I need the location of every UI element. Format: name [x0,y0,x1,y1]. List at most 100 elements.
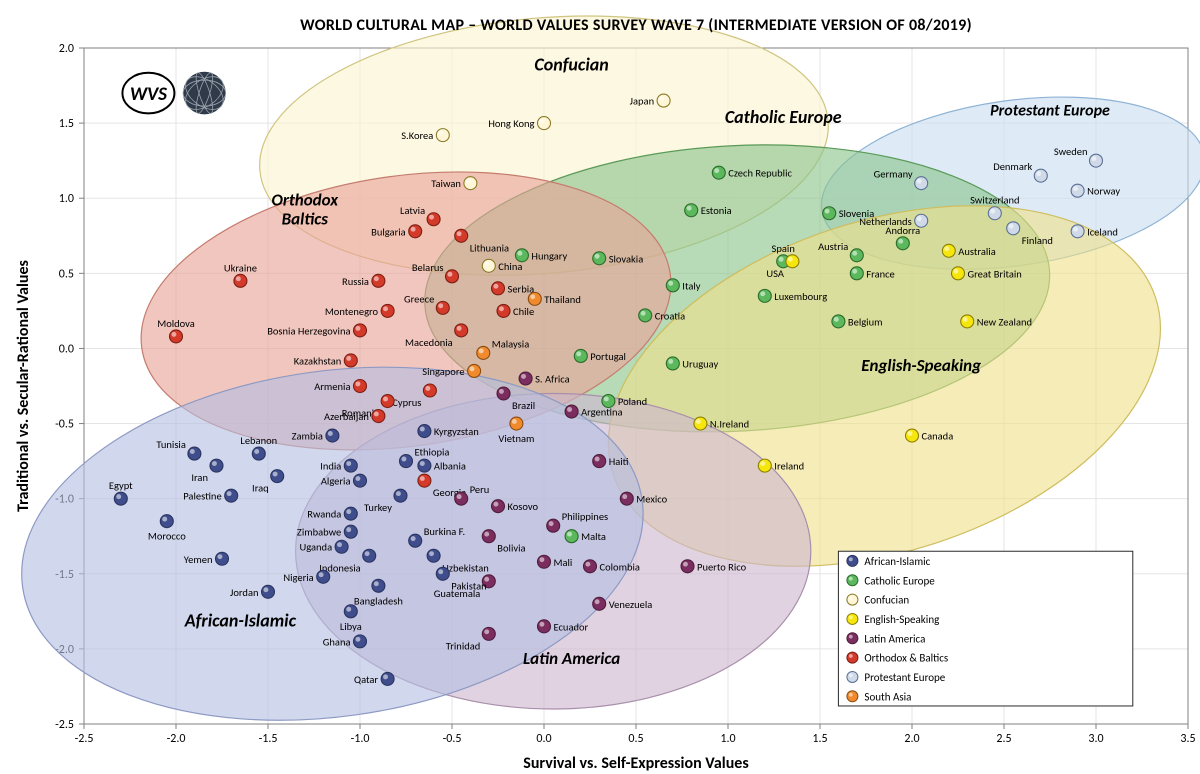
country-label: Turkey [364,501,392,514]
country-label: Zambia [292,430,323,443]
country-label: S.Korea [401,129,433,142]
country-label: USA [766,267,784,280]
svg-text:Latin America: Latin America [864,632,925,645]
svg-text:0.5: 0.5 [628,732,643,746]
country-label: Slovakia [609,252,644,265]
country-label: Chile [513,305,534,318]
country-label: Peru [470,483,490,496]
country-label: Kyrgyzstan [434,425,479,438]
country-label: France [866,267,894,280]
country-label: Libya [340,620,362,633]
country-label: Croatia [655,309,685,322]
svg-text:1.5: 1.5 [812,732,827,746]
svg-text:2.0: 2.0 [59,42,74,56]
country-label: Slovenia [839,207,875,220]
country-label: Great Britain [968,267,1022,280]
country-label: Luxembourg [774,290,827,303]
country-label: Bangladesh [354,594,403,607]
country-label: Qatar [354,673,378,686]
svg-text:-2.0: -2.0 [167,732,186,746]
country-label: Nigeria [283,571,313,584]
country-label: Italy [682,279,700,292]
country-label: Cyprus [392,396,421,409]
svg-text:1.0: 1.0 [720,732,735,746]
country-label: Uruguay [682,357,718,370]
svg-text:3.5: 3.5 [1180,732,1195,746]
country-label: Argentina [581,406,623,419]
country-label: Mexico [636,493,667,506]
country-label: Pakistan [451,579,486,592]
svg-text:African-Islamic: African-Islamic [864,555,930,568]
country-label: Albania [434,460,466,473]
country-label: N.Ireland [710,418,749,431]
country-label: Singapore [422,365,464,378]
country-label: Armenia [314,380,350,393]
country-label: Lebanon [240,434,277,447]
country-label: New Zealand [977,315,1032,328]
country-label: Iraq [252,482,269,495]
country-label: Hong Kong [488,117,534,130]
country-label: Latvia [400,204,425,217]
country-label: Moldova [157,317,195,330]
y-axis-title: Traditional vs. Secular-Rational Values [14,260,33,512]
svg-text:South Asia: South Asia [864,690,911,703]
country-label: Russia [342,275,369,288]
country-label: Haiti [609,455,629,468]
country-label: Bolivia [497,542,525,555]
country-label: Uganda [300,541,333,554]
country-label: Ecuador [554,620,589,633]
country-label: Jordan [230,586,258,599]
country-label: Portugal [590,350,626,363]
svg-text:Baltics: Baltics [282,209,329,230]
country-label: Denmark [993,160,1032,173]
svg-text:English-Speaking: English-Speaking [864,613,939,626]
svg-text:2.5: 2.5 [996,732,1011,746]
svg-text:-2.5: -2.5 [55,718,74,732]
country-label: Palestine [183,490,221,503]
country-label: Vietnam [498,432,534,445]
country-label: China [498,260,522,273]
country-label: Iceland [1087,225,1118,238]
country-label: Yemen [184,553,213,566]
country-label: Greece [404,292,434,305]
svg-text:Confucian: Confucian [864,594,909,607]
country-label: Thailand [544,293,581,306]
country-label: Belgium [848,315,883,328]
country-label: Ghana [323,635,351,648]
country-label: Montenegro [325,305,379,318]
svg-text:Catholic Europe: Catholic Europe [864,574,935,587]
svg-text:-0.5: -0.5 [55,418,74,432]
svg-text:-2.5: -2.5 [75,732,94,746]
country-label: Egypt [109,479,133,492]
country-label: Canada [922,430,954,443]
svg-text:Catholic Europe: Catholic Europe [725,106,842,128]
country-label: Lithuania [470,241,509,254]
country-label: Zimbabwe [297,526,341,539]
svg-text:1.5: 1.5 [59,117,74,131]
country-label: Trinidad [446,639,481,652]
svg-text:Protestant Europe: Protestant Europe [864,671,945,684]
country-label: Brazil [512,399,535,412]
country-label: Bosnia Herzegovina [267,324,350,337]
country-label: Tunisia [156,438,185,451]
country-label: Azerbaijan [324,410,369,423]
cultural-map-chart: WVS-2.5-2.0-1.5-1.0-0.50.00.51.01.52.02.… [0,0,1200,774]
country-label: Taiwan [431,177,461,190]
svg-text:3.0: 3.0 [1088,732,1103,746]
country-label: Rwanda [307,508,341,521]
svg-text:Orthodox: Orthodox [272,190,340,211]
country-label: India [320,460,341,473]
legend: African-Islamic Catholic Europe Confucian E… [838,551,1132,706]
svg-text:Orthodox & Baltics: Orthodox & Baltics [864,652,948,665]
svg-text:English-Speaking: English-Speaking [861,355,981,376]
svg-text:-1.0: -1.0 [351,732,370,746]
country-label: Venezuela [609,598,653,611]
country-label: Switzerland [970,194,1019,207]
country-label: Mali [554,556,573,569]
country-label: Estonia [701,204,732,217]
country-label: Ireland [774,460,804,473]
country-label: Philippines [562,510,608,523]
country-label: Sweden [1054,145,1088,158]
chart-title: WORLD CULTURAL MAP – WORLD VALUES SURVEY… [300,16,972,35]
svg-text:WVS: WVS [130,83,168,106]
